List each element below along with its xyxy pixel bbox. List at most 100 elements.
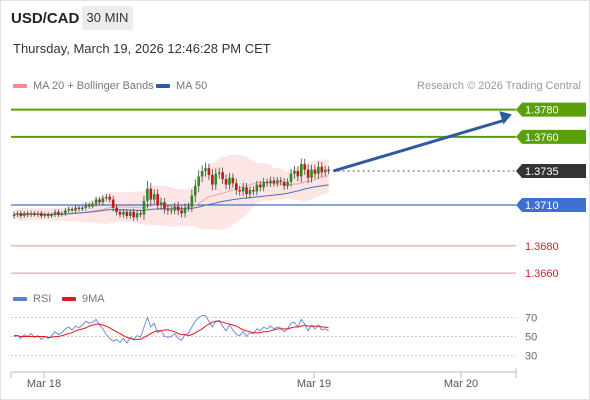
candle (74, 207, 77, 211)
candle (217, 172, 221, 174)
level-tag-1.3710 (516, 198, 586, 213)
x-tick-label: Mar 19 (297, 378, 331, 390)
candle (29, 213, 33, 215)
candle (142, 200, 146, 215)
candle (176, 206, 180, 211)
candle (50, 214, 53, 216)
candle (269, 180, 272, 184)
candle (313, 169, 317, 174)
candle (286, 181, 289, 186)
candle (111, 199, 115, 208)
x-tick-label: Mar 18 (27, 378, 61, 390)
candle (279, 180, 283, 182)
candle (22, 213, 26, 216)
candle (98, 199, 101, 203)
candle (108, 196, 112, 200)
candle (245, 187, 248, 195)
timeframe-badge[interactable]: 30 MIN (82, 6, 133, 30)
candle (16, 213, 19, 215)
candle (60, 213, 64, 215)
candle (310, 169, 313, 178)
candle (299, 164, 303, 177)
candle (81, 207, 84, 210)
candle (33, 213, 36, 215)
candle (105, 196, 108, 199)
legend-rsi: RSI (13, 293, 51, 305)
candle (204, 168, 207, 171)
candle (306, 169, 310, 178)
candle (146, 188, 149, 201)
candle (122, 211, 125, 215)
bollinger-band-area (14, 154, 329, 231)
candle (64, 210, 67, 214)
candle (159, 202, 163, 206)
candle (91, 203, 94, 207)
candle (221, 172, 224, 180)
rsi-tick-label: 70 (525, 313, 537, 325)
candle (67, 209, 71, 211)
timestamp: Thursday, March 19, 2026 12:46:28 PM CET (13, 41, 271, 56)
candle (293, 170, 296, 174)
legend-9ma: 9MA (62, 293, 105, 305)
legend-label-ma20: MA 20 + Bollinger Bands (33, 80, 154, 92)
candle (53, 211, 57, 215)
candle (132, 211, 135, 218)
rsi-line (13, 315, 329, 344)
candle (235, 183, 238, 191)
candle (183, 207, 187, 214)
forecast-arrow-head (499, 111, 512, 125)
candle (125, 211, 129, 216)
candle (207, 168, 211, 176)
candle (115, 207, 118, 212)
candle (224, 179, 228, 185)
candle (296, 170, 300, 177)
rsi-tick-label: 50 (525, 332, 537, 344)
legend-swatch-rsi (13, 297, 27, 302)
legend-swatch-ma20 (13, 84, 27, 89)
candle (139, 213, 142, 215)
level-label-1.3680: 1.3680 (525, 241, 559, 253)
candle (228, 177, 231, 185)
candle (135, 213, 139, 218)
candle (262, 181, 265, 188)
candle (323, 169, 327, 173)
rsi-tick-label: 30 (525, 351, 537, 363)
x-tick-label: Mar 20 (444, 378, 478, 390)
candle (40, 213, 43, 216)
candle (57, 211, 60, 215)
candle (19, 213, 23, 216)
candle (180, 210, 183, 214)
candle (193, 185, 197, 196)
forecast-arrow-line (333, 119, 504, 173)
legend-label-9ma: 9MA (82, 293, 105, 305)
candle (320, 166, 324, 173)
candle (94, 199, 98, 204)
legend-swatch-ma50 (156, 84, 170, 89)
candle (265, 181, 269, 184)
candle (327, 169, 330, 171)
candle (197, 176, 200, 186)
candle (289, 173, 293, 182)
candle (317, 166, 320, 174)
copyright-text: Research © 2026 Trading Central (416, 80, 581, 92)
legend-ma20-bollinger: MA 20 + Bollinger Bands (13, 80, 154, 92)
candle (163, 202, 166, 210)
candle (258, 184, 262, 188)
rsi-9ma-line (14, 320, 329, 340)
candle (272, 180, 276, 184)
candle (252, 190, 255, 192)
candle (84, 205, 88, 208)
candle (231, 177, 235, 184)
candle (214, 173, 218, 185)
legend-label-ma50: MA 50 (176, 80, 208, 92)
candle (70, 209, 74, 211)
candle (211, 175, 214, 185)
candle (77, 207, 81, 210)
candle (190, 195, 194, 207)
candle (36, 213, 40, 215)
level-tag-1.3735 (516, 163, 586, 178)
candle (166, 209, 170, 211)
candle (12, 214, 16, 216)
candle (87, 205, 91, 207)
